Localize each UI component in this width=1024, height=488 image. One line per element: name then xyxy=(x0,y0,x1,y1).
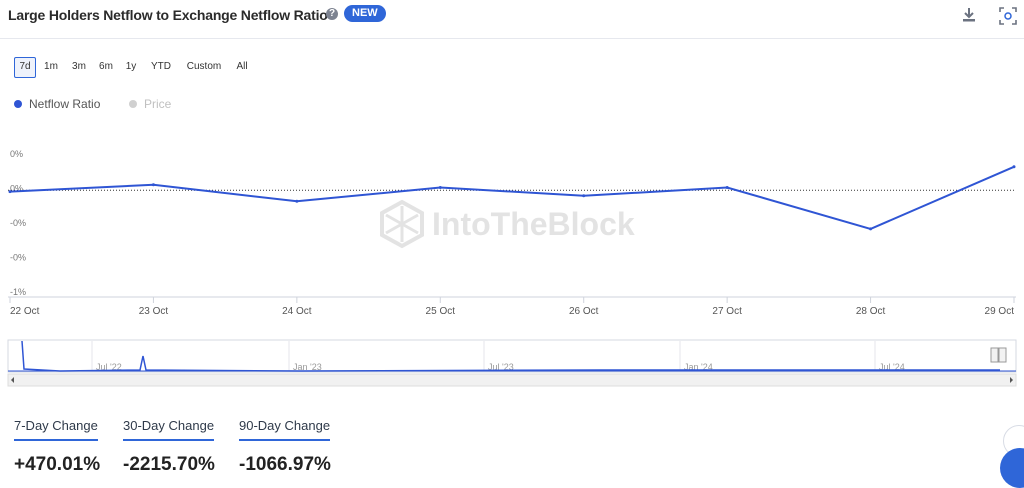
scroll-right-arrow-icon xyxy=(1010,377,1013,383)
navigator[interactable]: Jul '22 Jan '23 Jul '23 Jan '24 Jul '24 xyxy=(7,339,1017,387)
range-6m-button[interactable]: 6m xyxy=(99,61,113,72)
new-badge: NEW xyxy=(344,5,386,22)
data-point[interactable] xyxy=(151,183,155,187)
navigator-label: Jul '23 xyxy=(488,362,514,372)
data-point[interactable] xyxy=(725,186,729,189)
chart-area[interactable]: IntoTheBlock 0% 0% -0% -0% -1% 22 Oct 23 Oct 2… xyxy=(0,0,1024,400)
y-tick-label: 0% xyxy=(10,149,23,159)
range-ytd-button[interactable]: YTD xyxy=(151,61,171,72)
legend-label: Netflow Ratio xyxy=(29,97,101,111)
range-1m-button[interactable]: 1m xyxy=(44,61,58,72)
navigator-handle-right xyxy=(998,347,1007,363)
netflow-ratio-line xyxy=(9,165,1015,230)
data-point[interactable] xyxy=(582,194,586,198)
x-tick-label: 28 Oct xyxy=(856,306,886,317)
legend-netflow-ratio[interactable]: Netflow Ratio xyxy=(14,97,100,111)
navigator-label: Jul '24 xyxy=(879,362,905,372)
range-1y-button[interactable]: 1y xyxy=(125,61,137,72)
chart-title: Large Holders Netflow to Exchange Netflo… xyxy=(8,7,328,23)
range-7d-button[interactable]: 7d xyxy=(14,57,36,78)
navigator-handle-left xyxy=(990,347,999,363)
x-tick-label: 29 Oct xyxy=(985,306,1015,317)
range-3m-button[interactable]: 3m xyxy=(72,61,86,72)
data-point[interactable] xyxy=(8,190,12,194)
scroll-left-arrow-icon xyxy=(11,377,14,383)
navigator-scrollbar xyxy=(7,373,1017,387)
x-tick-label: 23 Oct xyxy=(139,306,169,317)
change-7-day-value: +470.01% xyxy=(14,454,101,475)
x-tick-label: 25 Oct xyxy=(426,306,456,317)
chat-button[interactable] xyxy=(1000,448,1024,488)
watermark-text: IntoTheBlock xyxy=(432,206,635,242)
x-tick-label: 24 Oct xyxy=(282,306,312,317)
x-tick-label: 27 Oct xyxy=(712,306,742,317)
question-circle-icon[interactable]: ? xyxy=(326,8,338,20)
legend-dot-icon xyxy=(14,100,22,108)
range-all-button[interactable]: All xyxy=(236,61,248,72)
tab-30-day-change[interactable]: 30-Day Change xyxy=(123,418,215,441)
tab-90-day-change[interactable]: 90-Day Change xyxy=(239,418,331,441)
y-tick-label: -0% xyxy=(10,253,26,263)
navigator-series-line xyxy=(21,340,1000,372)
download-icon[interactable] xyxy=(960,6,978,24)
change-30-day-value: -2215.70% xyxy=(123,454,215,475)
legend-dot-icon xyxy=(129,100,137,108)
data-point[interactable] xyxy=(438,186,442,189)
change-90-day-value: -1066.97% xyxy=(239,454,331,475)
x-tick-label: 26 Oct xyxy=(569,306,599,317)
data-point[interactable] xyxy=(869,227,873,231)
data-point[interactable] xyxy=(295,199,299,203)
tab-7-day-change[interactable]: 7-Day Change xyxy=(14,418,98,441)
chart-header: Large Holders Netflow to Exchange Netflo… xyxy=(0,0,1024,39)
expand-icon[interactable] xyxy=(998,6,1018,26)
navigator-label: Jan '24 xyxy=(684,362,713,372)
legend-label: Price xyxy=(144,97,172,111)
navigator-label: Jul '22 xyxy=(96,362,122,372)
navigator-frame xyxy=(7,339,1017,373)
y-tick-label: 0% xyxy=(10,184,23,194)
y-tick-label: -0% xyxy=(10,218,26,228)
intotheblock-logo-icon xyxy=(380,199,424,249)
watermark: IntoTheBlock xyxy=(380,199,635,249)
y-tick-label: -1% xyxy=(10,287,26,297)
data-point[interactable] xyxy=(1012,165,1016,169)
navigator-label: Jan '23 xyxy=(293,362,322,372)
range-custom-button[interactable]: Custom xyxy=(186,61,222,72)
legend-price[interactable]: Price xyxy=(129,97,171,111)
x-tick-label: 22 Oct xyxy=(10,306,40,317)
